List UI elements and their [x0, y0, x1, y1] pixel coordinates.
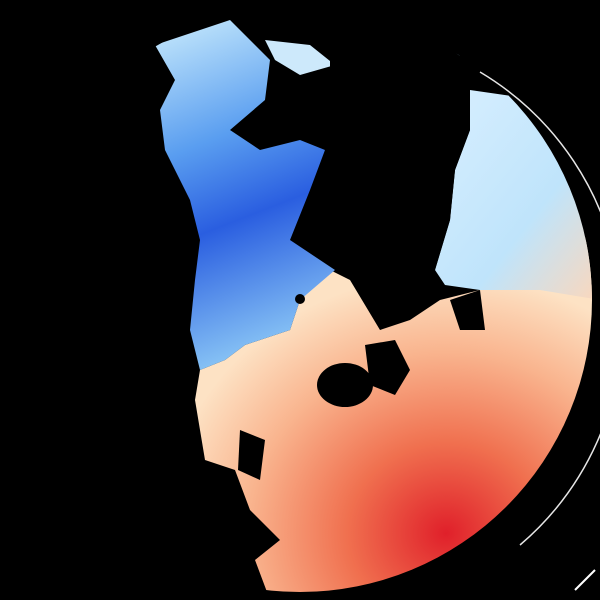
range-ring-edge	[574, 569, 596, 591]
no-echo-hole	[238, 430, 265, 480]
folded-velocity-region	[565, 50, 592, 110]
no-echo-hole	[450, 290, 485, 330]
outbound-echo-region	[195, 230, 592, 592]
clear-air-region	[280, 30, 470, 315]
no-echo-hole	[295, 294, 305, 304]
no-echo-hole	[317, 363, 373, 407]
range-ring-edge	[479, 71, 600, 546]
no-echo-hole	[365, 340, 410, 395]
inbound-fragment	[265, 40, 335, 75]
inbound-echo-region	[155, 20, 335, 370]
